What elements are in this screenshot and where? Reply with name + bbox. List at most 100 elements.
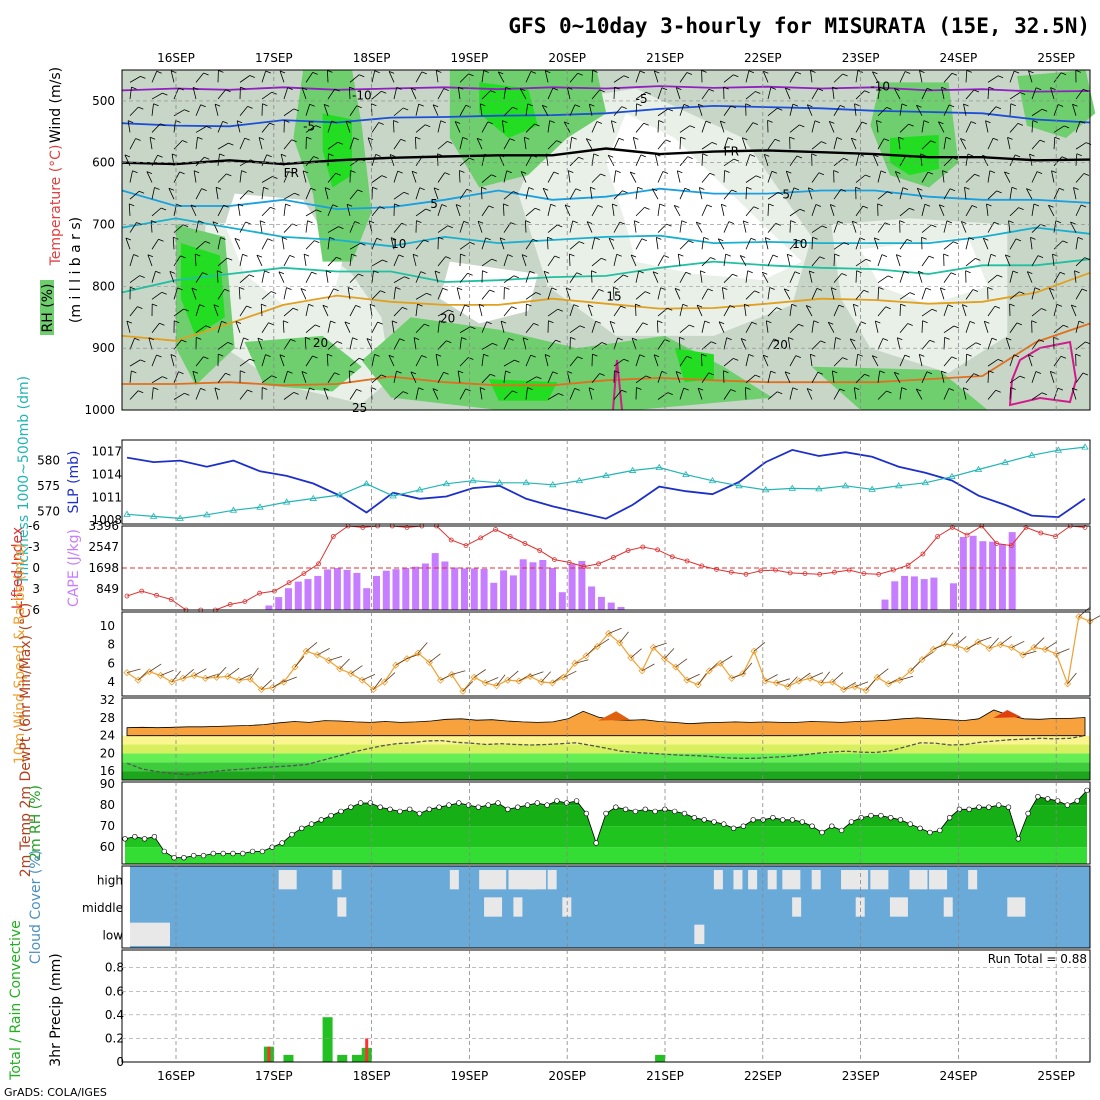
wind-barb bbox=[129, 106, 139, 117]
wind-barb-flag bbox=[577, 72, 583, 76]
wind-barb-flag bbox=[799, 124, 805, 128]
wind-barb bbox=[789, 71, 797, 83]
rh-region-moist bbox=[244, 335, 362, 392]
wind-barb-flag bbox=[696, 221, 702, 225]
wind-barb bbox=[239, 190, 249, 200]
wind-barb bbox=[899, 675, 914, 681]
wind-barb bbox=[776, 678, 791, 684]
y-tick-label: 600 bbox=[92, 156, 115, 170]
wind-barb bbox=[366, 338, 373, 350]
wind-barb bbox=[217, 205, 224, 217]
wind-barb-flag bbox=[420, 271, 426, 274]
wind-barb bbox=[877, 254, 883, 267]
wind-barb bbox=[809, 354, 813, 367]
thickness-point bbox=[203, 511, 211, 518]
wind-barb-flag bbox=[842, 73, 848, 77]
wind-barb-flag bbox=[204, 241, 211, 244]
wind-barb bbox=[745, 122, 754, 133]
cape-bar bbox=[421, 563, 429, 610]
wind-barb bbox=[965, 121, 972, 133]
wind-barb-flag bbox=[1026, 188, 1032, 191]
wind-barb bbox=[323, 104, 329, 116]
wind-barb bbox=[767, 203, 769, 216]
wind-barb bbox=[129, 306, 138, 317]
wind-barb bbox=[943, 188, 951, 200]
wind-barb-flag bbox=[1072, 387, 1078, 391]
wind-barb-flag bbox=[724, 170, 730, 173]
wind-barb bbox=[437, 120, 442, 133]
wind-barb-flag bbox=[344, 321, 351, 325]
wind-barb-flag bbox=[334, 372, 340, 376]
cloud-cell bbox=[1007, 897, 1026, 917]
cape-bar bbox=[969, 535, 977, 610]
lifted-index-point bbox=[817, 571, 823, 577]
wind-barb bbox=[371, 90, 382, 100]
date-axis-bottom: 16SEP 17SEP 18SEP 19SEP 20SEP 21SEP 22SEP 23SEP… bbox=[157, 1069, 1075, 1083]
wind-barb-flag bbox=[899, 220, 905, 223]
wind-tick-label: 8 bbox=[107, 638, 115, 652]
wind-barb-flag bbox=[575, 188, 581, 192]
wind-barb-flag bbox=[831, 287, 837, 291]
wind-barb bbox=[547, 339, 556, 350]
wind-barb-flag bbox=[994, 305, 1001, 309]
wind-barb-flag bbox=[524, 136, 530, 140]
wind-barb-flag bbox=[796, 155, 803, 159]
lifted-index-point bbox=[773, 567, 778, 573]
wind-barb bbox=[542, 188, 549, 200]
wind-barb-flag bbox=[358, 357, 365, 361]
wind-barb-flag bbox=[921, 236, 927, 240]
wind-barb-flag bbox=[151, 220, 157, 223]
wind-barb bbox=[960, 138, 967, 150]
wind-barb-flag bbox=[686, 355, 692, 359]
wind-barb-flag bbox=[446, 340, 452, 344]
wind-barb bbox=[873, 237, 879, 250]
wind-barb bbox=[921, 287, 927, 300]
wind-barb-flag bbox=[810, 70, 816, 73]
wind-barb bbox=[346, 204, 351, 216]
wind-barb-flag bbox=[138, 190, 145, 194]
cape-bar bbox=[392, 569, 400, 610]
wind-barb bbox=[586, 221, 593, 233]
wind-barb bbox=[327, 120, 333, 133]
wind-barb-flag bbox=[644, 207, 650, 210]
isotherm-label: FR bbox=[724, 144, 739, 158]
y-label-rh2m: 2m RH (%) bbox=[28, 785, 44, 861]
wind-barb bbox=[149, 663, 162, 673]
wind-barb bbox=[415, 304, 418, 317]
wind-barb-flag bbox=[553, 171, 559, 175]
wind-barb bbox=[635, 91, 647, 100]
wind-barb-flag bbox=[931, 308, 938, 312]
rh-tick-label: 70 bbox=[100, 819, 115, 833]
wind-barb bbox=[195, 126, 207, 133]
wind-barb bbox=[415, 187, 421, 200]
y-label-millibars: (m i l l i b a r s) bbox=[68, 217, 84, 323]
wind-barb bbox=[855, 237, 861, 250]
wind-barb-flag bbox=[887, 191, 893, 194]
wind-barb-flag bbox=[377, 321, 383, 325]
wind-barb bbox=[833, 105, 841, 116]
wind-barb bbox=[1009, 387, 1011, 400]
wind-barb-flag bbox=[654, 70, 660, 74]
wind-barb bbox=[503, 306, 512, 317]
wind-barb-flag bbox=[675, 371, 682, 374]
wind-barb bbox=[283, 392, 294, 400]
wind-barb-flag bbox=[791, 303, 797, 307]
wind-barb bbox=[327, 141, 339, 150]
wind-barb-flag bbox=[576, 272, 582, 276]
cloud-cell bbox=[968, 870, 978, 890]
wind-barb bbox=[745, 175, 757, 183]
wind-barb-flag bbox=[895, 171, 901, 174]
wind-barb bbox=[899, 103, 903, 116]
wind-barb bbox=[855, 321, 862, 333]
lifted-index-point bbox=[124, 593, 130, 599]
wind-barb bbox=[987, 305, 996, 317]
rh-point bbox=[200, 852, 207, 859]
wind-barb bbox=[829, 204, 835, 217]
wind-barb-flag bbox=[879, 370, 885, 374]
wind-speed-point bbox=[134, 676, 142, 684]
cape-bar bbox=[294, 581, 302, 610]
wind-barb bbox=[305, 156, 314, 167]
wind-barb-flag bbox=[922, 320, 928, 324]
temp-peak bbox=[993, 709, 1022, 718]
wind-barb-flag bbox=[479, 387, 486, 390]
